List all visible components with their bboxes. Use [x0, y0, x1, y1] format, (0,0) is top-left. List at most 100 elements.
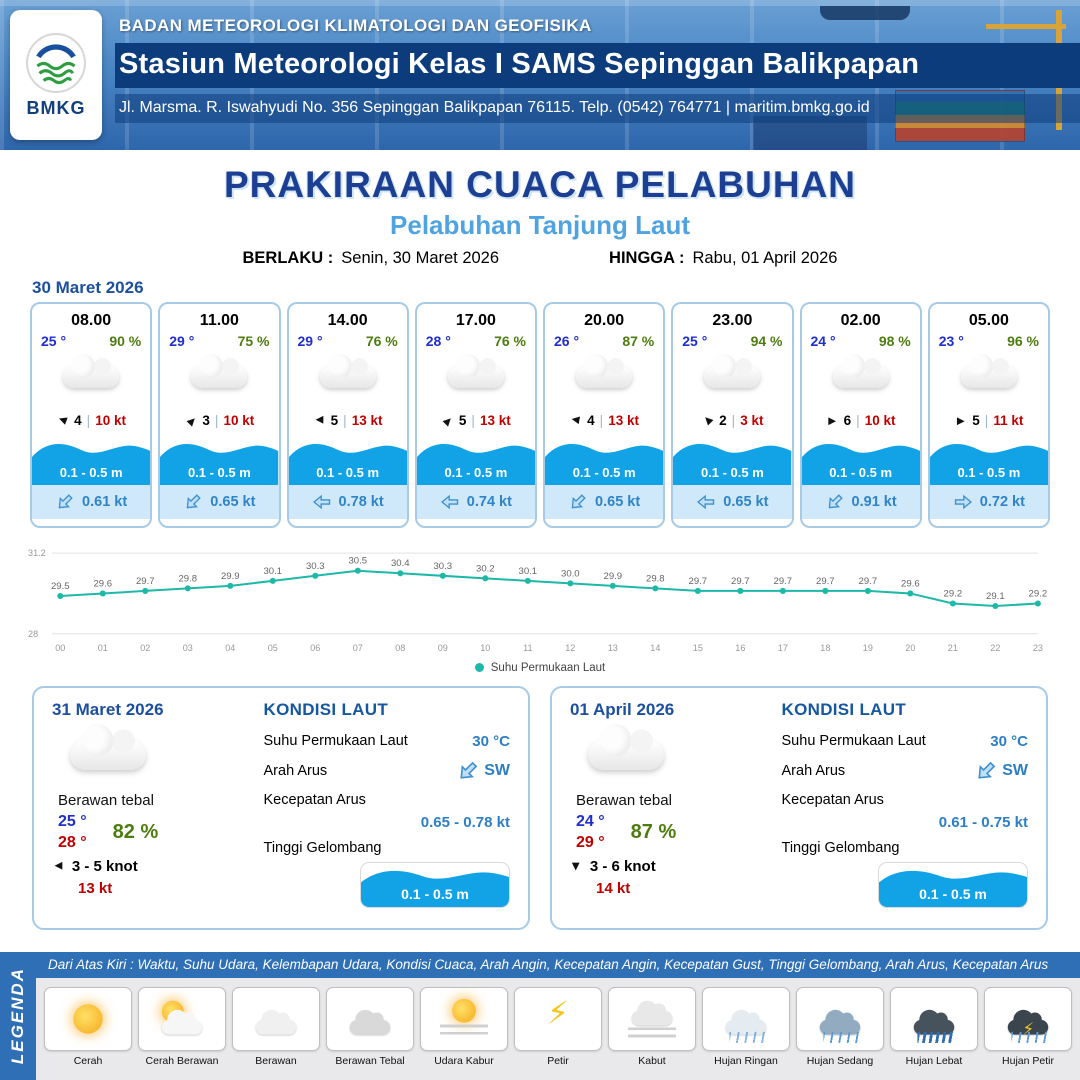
temperature-max: 28 ° — [58, 833, 87, 851]
wave-icon — [160, 444, 279, 485]
svg-text:20: 20 — [905, 643, 915, 653]
svg-text:30.0: 30.0 — [561, 568, 580, 579]
current-row: 0.74 kt — [416, 485, 535, 519]
svg-text:29.7: 29.7 — [136, 576, 155, 587]
svg-text:29.7: 29.7 — [731, 576, 750, 587]
divider: | — [984, 412, 989, 428]
station-address: Jl. Marsma. R. Iswahyudi No. 356 Sepingg… — [115, 94, 1080, 123]
legend-item: Udara Kabur — [420, 987, 508, 1067]
hourly-forecast-card: 11.00 29 ° 75 % ► 3 | 10 kt — [158, 302, 281, 528]
wave-height-band: 0.1 - 0.5 m — [929, 435, 1048, 485]
svg-text:12: 12 — [565, 643, 575, 653]
legend-icon-box — [232, 987, 320, 1051]
air-temperature: 28 ° — [425, 333, 451, 349]
svg-text:21: 21 — [948, 643, 958, 653]
wind-direction-icon: ► — [312, 412, 326, 428]
weather-icon — [529, 996, 588, 1042]
legend-item: Berawan Tebal — [326, 987, 414, 1067]
wind-direction-icon: ► — [568, 859, 584, 873]
current-row: 0.65 kt — [545, 485, 664, 519]
svg-text:29.1: 29.1 — [986, 591, 1005, 602]
wind-speed: 4 — [587, 412, 595, 428]
cloud-icon-part — [255, 1009, 297, 1035]
legend-item: Cerah Berawan — [138, 987, 226, 1067]
wave-icon — [32, 444, 151, 485]
wind-speed: 3 — [202, 412, 210, 428]
wave-icon — [288, 444, 407, 485]
current-speed-label: Kecepatan Arus — [263, 791, 366, 808]
hourly-forecast-card: 17.00 28 ° 76 % ► 5 | 13 kt — [414, 302, 537, 528]
ship-illustration — [820, 6, 910, 20]
svg-text:29.9: 29.9 — [604, 571, 623, 582]
legend-icon-box — [44, 987, 132, 1051]
chart-legend-dot — [474, 663, 484, 673]
svg-text:30.4: 30.4 — [391, 558, 410, 569]
cloud-icon — [832, 354, 889, 388]
wind-row: ► 5 | 13 kt — [417, 405, 535, 435]
cloud-icon — [191, 354, 248, 388]
fog-icon-part — [440, 1024, 488, 1038]
wave-height-band: 0.1 - 0.5 m — [160, 435, 279, 485]
svg-text:29.7: 29.7 — [774, 576, 793, 587]
sea-conditions-title: KONDISI LAUT — [781, 699, 906, 719]
air-temperature: 23 ° — [938, 333, 964, 349]
svg-text:29.8: 29.8 — [178, 573, 197, 584]
current-row: 0.91 kt — [801, 485, 920, 519]
wave-height-badge: 0.1 - 0.5 m — [359, 861, 510, 908]
wind-gust: 10 kt — [864, 412, 896, 428]
weather-icon — [811, 996, 870, 1043]
wind-range: 3 - 5 knot — [71, 857, 138, 875]
wave-height-band: 0.1 - 0.5 m — [673, 435, 792, 485]
current-speed-label: Kecepatan Arus — [781, 791, 884, 808]
hourly-forecast-card: 05.00 23 ° 96 % ► 5 | 11 kt — [927, 302, 1050, 528]
legend-item: Cerah — [44, 987, 132, 1067]
svg-text:30.1: 30.1 — [263, 566, 282, 577]
wind-gust: 3 kt — [740, 412, 764, 428]
wind-row: ► 3 | 10 kt — [160, 405, 278, 435]
air-temperature: 25 ° — [41, 333, 67, 349]
wind-speed: 6 — [843, 412, 852, 428]
cloud-icon-part — [349, 1009, 391, 1035]
weather-icon — [341, 996, 400, 1042]
wave-icon — [878, 870, 1027, 907]
relative-humidity: 76 % — [365, 333, 398, 349]
current-direction-icon — [186, 494, 202, 509]
divider: | — [599, 412, 604, 428]
wind-gust: 11 kt — [993, 412, 1024, 428]
legend-item: Kabut — [608, 987, 696, 1067]
lightning-icon-part — [1022, 1021, 1034, 1038]
daily-cards: 31 Maret 2026 Berawan tebal 25 ° 28 ° 82… — [32, 685, 1048, 930]
weather-icon — [59, 996, 118, 1042]
svg-text:03: 03 — [183, 643, 193, 653]
sun-icon-part — [73, 1004, 103, 1034]
wave-icon — [929, 444, 1048, 485]
wind-row: ► 4 | 10 kt — [32, 405, 150, 435]
wind-direction-icon: ► — [437, 410, 458, 430]
legend-icon-box — [138, 987, 226, 1051]
bmkg-logo-text: BMKG — [26, 97, 86, 118]
sst-value: 30 °C — [472, 732, 510, 750]
valid-to-value: Rabu, 01 April 2026 — [692, 249, 838, 267]
wave-height: 0.1 - 0.5 m — [316, 465, 380, 480]
cloud-icon — [576, 354, 633, 388]
svg-text:29.6: 29.6 — [901, 578, 920, 589]
cloud-icon-part — [819, 1009, 861, 1035]
daily-forecast-card: 01 April 2026 Berawan tebal 24 ° 29 ° 87… — [550, 685, 1048, 930]
rain-icon-part — [729, 1031, 767, 1043]
legend-item: Hujan Petir — [984, 987, 1072, 1067]
wind-row: ► 4 | 13 kt — [545, 405, 663, 435]
forecast-time: 20.00 — [584, 312, 625, 329]
legend-item-label: Berawan — [255, 1055, 297, 1067]
wind-gust: 13 kt — [608, 412, 639, 428]
svg-text:14: 14 — [650, 643, 660, 653]
current-direction-value: SW — [1002, 761, 1028, 779]
legend-title-strip: LEGENDA — [0, 952, 36, 1080]
wind-speed: 5 — [458, 412, 467, 428]
wave-height-band: 0.1 - 0.5 m — [801, 435, 920, 485]
wave-height: 0.1 - 0.5 m — [700, 465, 764, 480]
hourly-forecast-card: 02.00 24 ° 98 % ► 6 | 10 kt — [799, 302, 922, 528]
current-speed: 0.65 kt — [723, 494, 769, 510]
svg-text:29.7: 29.7 — [859, 576, 878, 587]
forecast-time: 11.00 — [199, 312, 239, 329]
weather-icon — [905, 996, 964, 1043]
